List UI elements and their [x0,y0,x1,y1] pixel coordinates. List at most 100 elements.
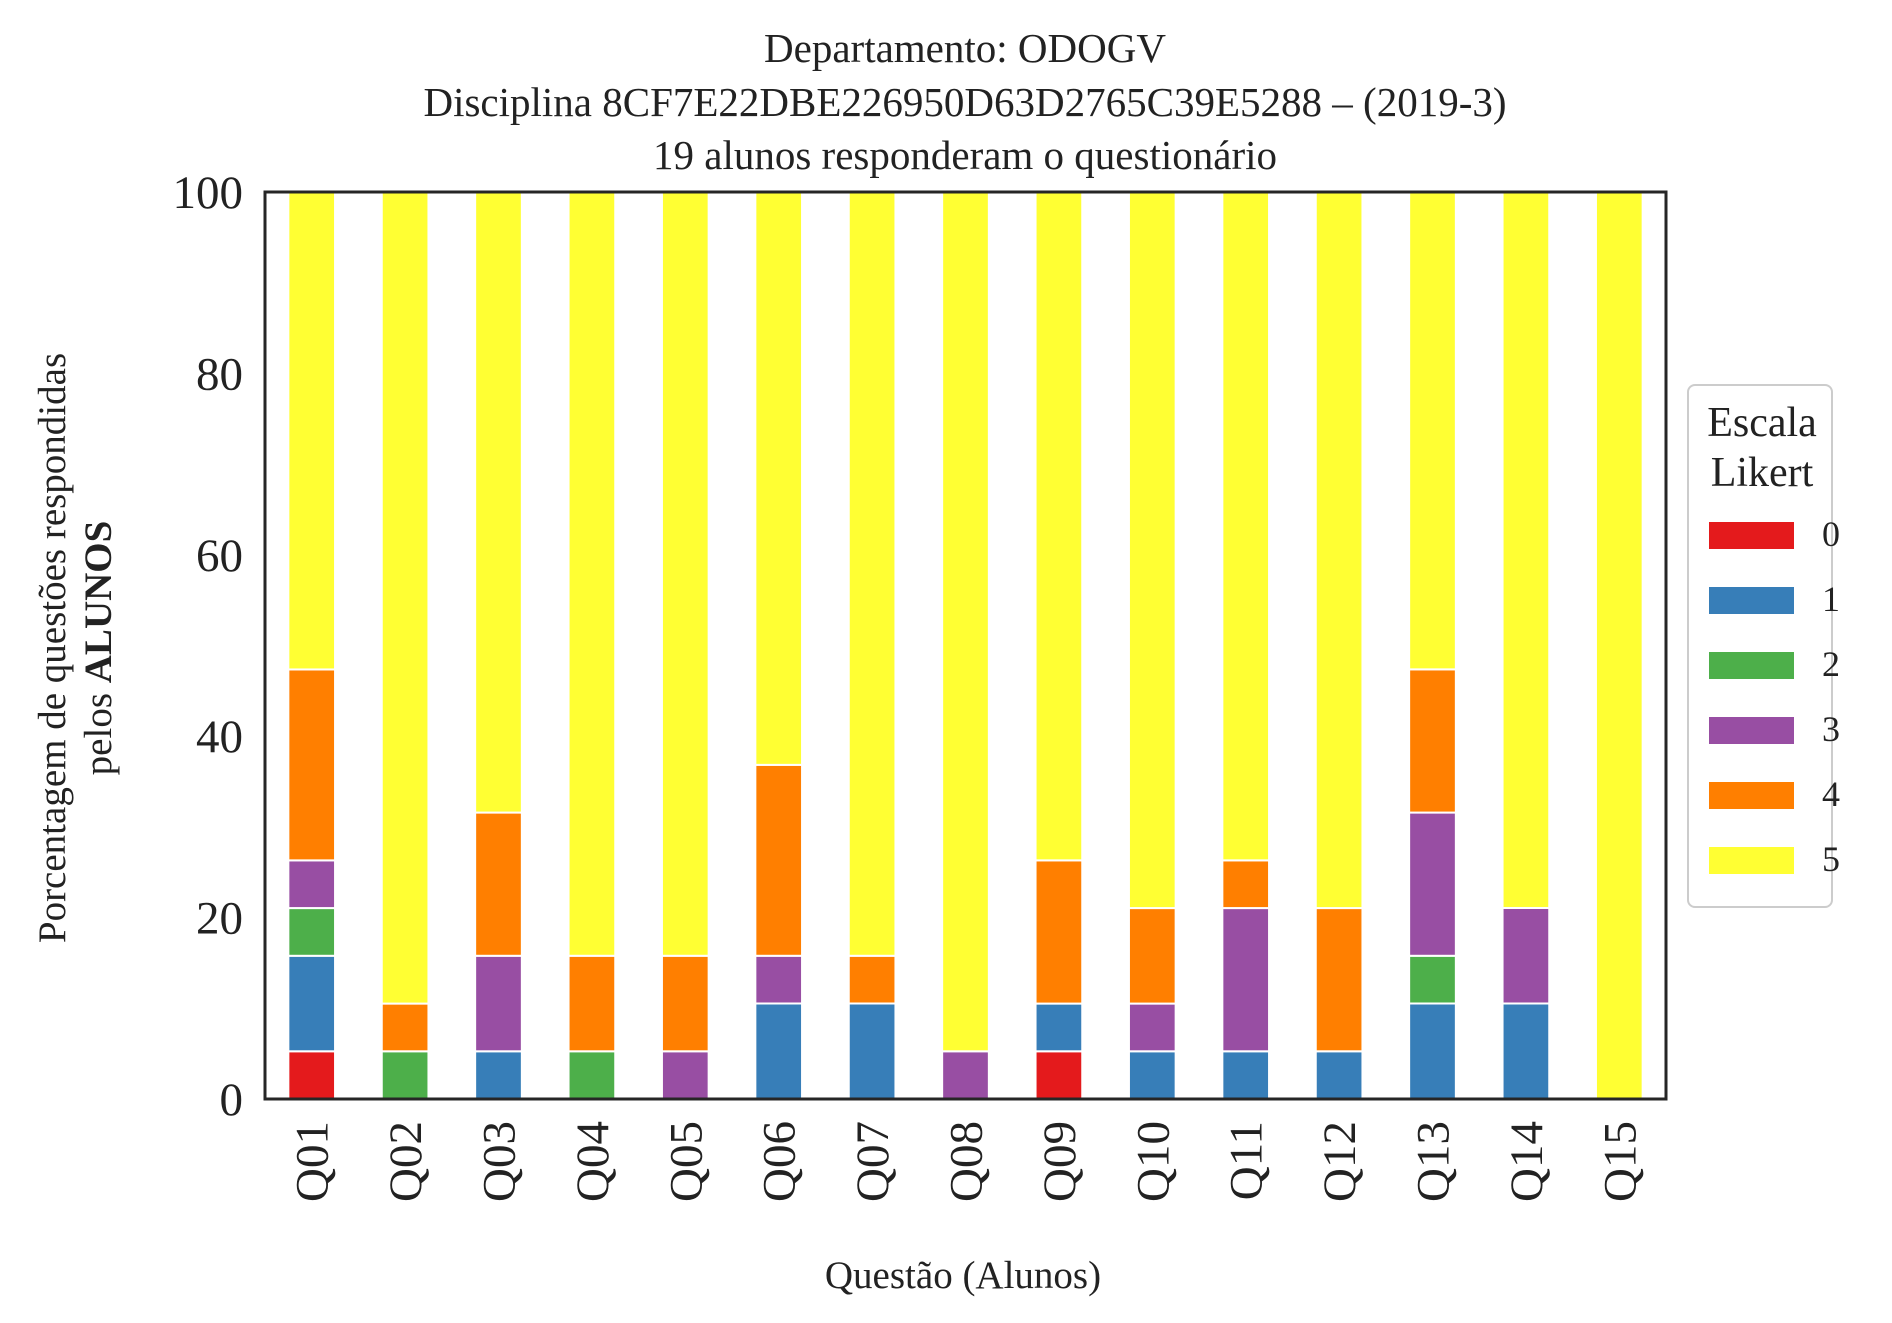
bar-segment-q12-likert-4 [1314,907,1364,1053]
bar-segment-q02-likert-2 [380,1050,430,1100]
bar-segment-q12-likert-5 [1314,191,1364,910]
x-tick-label-q07: Q07 [847,1121,899,1202]
x-tick-label-q14: Q14 [1501,1121,1553,1202]
y-tick-label: 20 [196,893,243,945]
bar-segment-q09-likert-0 [1034,1050,1084,1100]
bar-segment-q07-likert-4 [847,954,897,1005]
legend-title: Escala Likert [1689,398,1835,498]
bar-segment-q14-likert-1 [1501,1002,1551,1101]
y-tick-label: 100 [173,167,244,219]
bar-segment-q09-likert-1 [1034,1002,1084,1053]
chart-title-line-2: Disciplina 8CF7E22DBE226950D63D2765C39E5… [423,79,1507,125]
bar-segment-q06-likert-4 [754,763,804,957]
legend-item-5: 5 [1709,839,1840,879]
bar-segment-q08-likert-3 [941,1050,990,1100]
bar-segment-q07-likert-1 [847,1002,897,1101]
bar-segment-q11-likert-5 [1221,191,1271,862]
legend-title-line-1: Escala [1707,400,1817,446]
bar-segment-q05-likert-5 [660,191,710,957]
chart-title-line-1: Departamento: ODOGV [764,25,1166,71]
x-tick-label-q08: Q08 [941,1121,993,1202]
bar-segment-q06-likert-5 [754,191,804,766]
bar-segment-q10-likert-4 [1127,907,1177,1005]
bar-segment-q08-likert-5 [941,191,990,1053]
bar-segment-q10-likert-5 [1127,191,1177,910]
legend-swatch-4 [1709,782,1794,809]
x-tick-label-q13: Q13 [1408,1121,1460,1202]
x-tick-label-q06: Q06 [754,1121,806,1202]
bar-segment-q01-likert-5 [287,191,337,671]
legend-swatch-1 [1709,587,1794,614]
y-tick-label: 80 [196,348,243,400]
bar-segment-q05-likert-4 [660,954,710,1053]
bar-segment-q11-likert-1 [1221,1050,1271,1100]
bar-segment-q09-likert-4 [1034,859,1084,1005]
x-tick-label-q02: Q02 [380,1121,432,1202]
legend-item-1: 1 [1709,579,1840,619]
bar-segment-q10-likert-3 [1127,1002,1177,1053]
chart-title-line-3: 19 alunos responderam o questionário [653,132,1277,178]
legend-item-4: 4 [1709,774,1840,814]
bar-segment-q13-likert-4 [1408,668,1457,814]
legend-item-2: 2 [1709,644,1840,684]
bar-segment-q13-likert-5 [1408,191,1457,671]
bar-segment-q03-likert-5 [474,191,523,814]
bar-segment-q06-likert-1 [754,1002,804,1101]
x-tick-label-q03: Q03 [474,1121,526,1202]
bar-segment-q03-likert-1 [474,1050,523,1100]
bar-segment-q13-likert-1 [1408,1002,1457,1101]
x-axis: Q01 Q02 Q03 Q04 Q05 Q06 Q07 Q08 Q09 Q10 Q11 Q12 Q13 Q… [287,1121,1647,1202]
bar-segment-q01-likert-3 [287,859,337,910]
bar-segment-q11-likert-3 [1221,907,1271,1053]
bar-segment-q01-likert-2 [287,907,337,957]
bar-segment-q11-likert-4 [1221,859,1271,910]
bar-segment-q03-likert-3 [474,954,523,1053]
x-tick-label-q12: Q12 [1314,1121,1366,1202]
y-axis-label-line-2: pelos ALUNOS [77,521,120,776]
legend-swatch-0 [1709,522,1794,549]
bar-segment-q04-likert-2 [567,1050,617,1100]
bar-segment-q02-likert-5 [380,191,430,1005]
bar-segment-q07-likert-5 [847,191,897,957]
bar-segment-q10-likert-1 [1127,1050,1177,1100]
bar-segment-q05-likert-3 [660,1050,710,1100]
y-tick-label: 60 [196,530,243,582]
x-tick-label-q09: Q09 [1034,1121,1086,1202]
plot-frame [263,190,1668,1101]
legend-swatch-2 [1709,652,1794,679]
y-axis-label-line-1: Porcentagem de questões respondidas [31,353,74,943]
bar-segment-q14-likert-5 [1501,190,1551,909]
bar-segment-q04-likert-4 [567,954,617,1053]
legend-title-line-2: Likert [1710,450,1814,496]
bar-segment-q04-likert-5 [567,191,617,957]
y-axis-label: Porcentagem de questões respondidas pelo… [31,353,120,943]
x-tick-label-q10: Q10 [1127,1121,1179,1202]
y-tick-label: 0 [220,1074,244,1126]
x-axis-label: Questão (Alunos) [825,1254,1101,1297]
y-tick-label: 40 [196,711,243,763]
y-axis: 0 20 40 60 80 100 [173,167,244,1126]
bar-segment-q09-likert-5 [1034,191,1084,862]
x-tick-label-q05: Q05 [660,1121,712,1202]
y-axis-label-prefix: pelos [77,683,120,775]
legend-swatch-3 [1709,717,1794,744]
bar-segment-q01-likert-4 [287,668,337,862]
x-tick-label-q04: Q04 [567,1121,619,1202]
bar-segment-q01-likert-1 [287,954,337,1053]
bar-segment-q13-likert-2 [1408,954,1457,1005]
bar-segment-q06-likert-3 [754,954,804,1005]
x-tick-label-q01: Q01 [287,1121,339,1202]
bar-segment-q12-likert-1 [1314,1050,1364,1100]
bar-segment-q13-likert-3 [1408,811,1457,957]
bar-segment-q03-likert-4 [474,811,523,957]
legend-item-3: 3 [1709,709,1840,749]
legend-item-0: 0 [1709,514,1840,554]
bar-segment-q02-likert-4 [380,1002,430,1053]
bar-segment-q01-likert-0 [287,1050,337,1100]
x-tick-label-q11: Q11 [1221,1121,1273,1200]
legend-swatch-5 [1709,847,1794,874]
y-axis-label-bold: ALUNOS [77,521,120,684]
bars-group [287,190,1644,1101]
legend: Escala Likert 0 1 2 3 4 5 [1687,384,1840,908]
